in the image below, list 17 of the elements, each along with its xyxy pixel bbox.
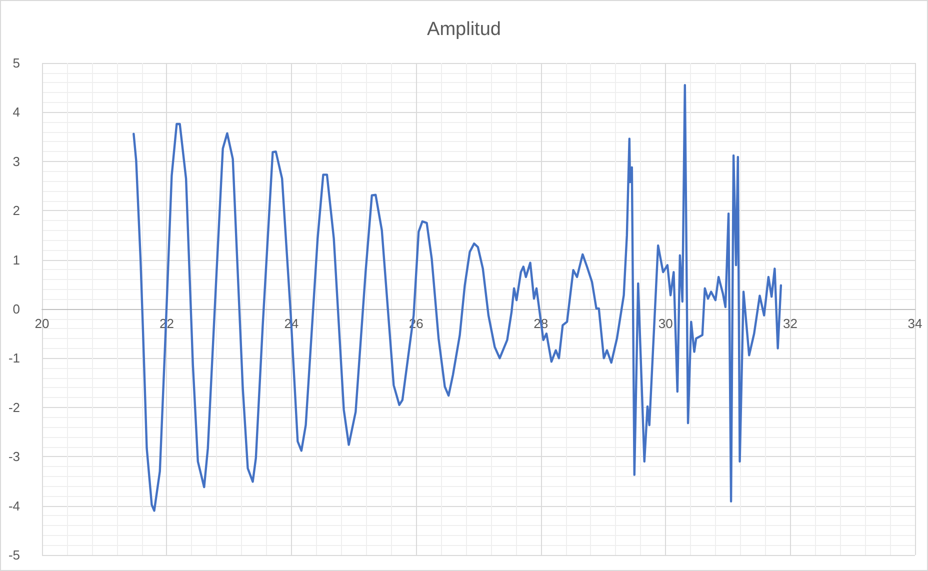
y-tick-label: 0 xyxy=(12,302,20,316)
x-tick-label: 34 xyxy=(908,316,922,331)
y-tick-label: -5 xyxy=(8,548,20,562)
y-tick-label: 4 xyxy=(12,104,20,120)
y-tick-label: -4 xyxy=(8,498,20,514)
x-tick-label: 32 xyxy=(783,316,798,331)
y-tick-label: 3 xyxy=(12,154,20,169)
y-tick-label: -3 xyxy=(8,449,20,464)
y-tick-label: -2 xyxy=(8,400,20,415)
y-tick-label: 5 xyxy=(12,56,20,70)
y-tick-label: -1 xyxy=(8,350,20,366)
y-tick-label: 1 xyxy=(12,252,20,268)
x-tick-label: 20 xyxy=(34,316,50,331)
line-series xyxy=(132,84,782,512)
y-tick-label: 2 xyxy=(12,203,20,218)
chart-title: Amplitud xyxy=(427,19,501,40)
x-tick-label: 30 xyxy=(658,316,673,331)
